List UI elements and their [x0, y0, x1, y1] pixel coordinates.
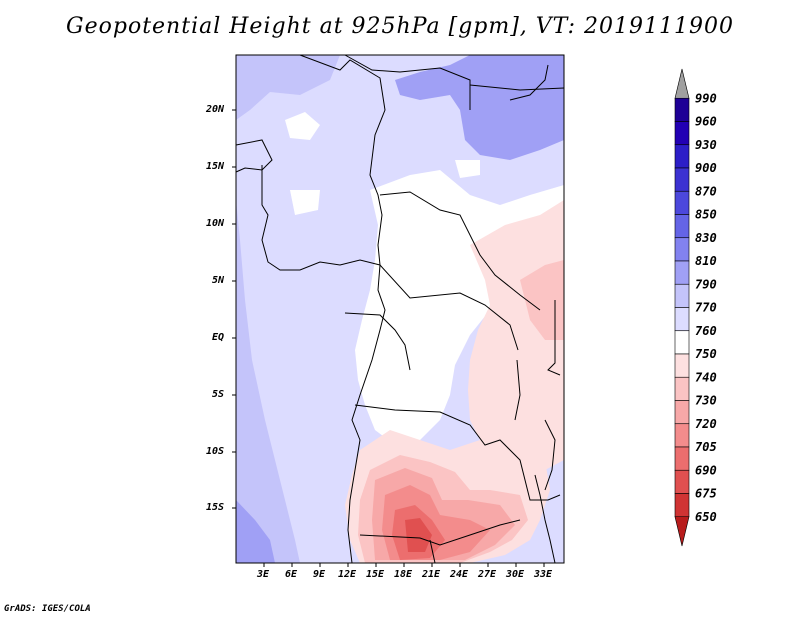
- lat-label-20n: 20N: [206, 104, 225, 115]
- colorbar-level-label: 650: [695, 510, 717, 524]
- colorbar-level-label: 730: [695, 394, 717, 408]
- lat-label-5s: 5S: [212, 389, 225, 400]
- lat-label-10s: 10S: [206, 446, 225, 457]
- colorbar-level-label: 990: [695, 91, 717, 105]
- lat-label-15n: 15N: [206, 161, 225, 172]
- country-borders: [235, 54, 565, 564]
- lon-label-21e: 21E: [422, 569, 441, 580]
- colorbar-level-label: 850: [695, 208, 717, 222]
- colorbar-swatch: [674, 446, 690, 471]
- colorbar-swatch: [674, 190, 690, 215]
- lat-ticks: [232, 109, 236, 509]
- colorbar-swatch: [674, 516, 690, 547]
- colorbar-level-label: 675: [695, 487, 717, 501]
- contour-770-patch-c: [290, 190, 320, 215]
- colorbar-swatch: [674, 237, 690, 262]
- lon-label-6e: 6E: [285, 569, 298, 580]
- colorbar-level-label: 720: [695, 417, 717, 431]
- colorbar-level-label: 790: [695, 277, 717, 291]
- colorbar-swatch: [674, 400, 690, 425]
- colorbar: 990 960 930 900 870 850 830 810 790 770 760 750 740 7…: [674, 68, 717, 547]
- contour-690: [405, 518, 432, 552]
- colorbar-swatch: [674, 167, 690, 192]
- lat-label-5n: 5N: [212, 275, 225, 286]
- colorbar-swatch: [674, 307, 690, 332]
- colorbar-level-label: 750: [695, 347, 717, 361]
- lat-label-eq: EQ: [212, 332, 225, 343]
- lon-label-33e: 33E: [534, 569, 553, 580]
- colorbar-level-label: 705: [695, 440, 717, 454]
- contour-810-northeast: [395, 55, 564, 160]
- contour-770-patch-a: [285, 112, 320, 140]
- contour-750-east: [468, 200, 564, 470]
- colorbar-swatch: [674, 260, 690, 285]
- colorbar-swatch: [674, 144, 690, 169]
- colorbar-swatch: [674, 68, 690, 99]
- colorbar-swatch: [674, 97, 690, 122]
- lat-label-15s: 15S: [206, 502, 225, 513]
- colorbar-swatch: [674, 493, 690, 518]
- lon-label-24e: 24E: [450, 569, 469, 580]
- colorbar-level-label: 690: [695, 463, 717, 477]
- colorbar-level-label: 770: [695, 301, 717, 315]
- grads-credit: GrADS: IGES/COLA: [4, 604, 91, 614]
- lon-label-9e: 9E: [313, 569, 326, 580]
- contour-770-patch-b: [455, 160, 480, 178]
- colorbar-swatch: [674, 469, 690, 494]
- lat-label-10n: 10N: [206, 218, 225, 229]
- colorbar-level-label: 740: [695, 370, 717, 384]
- lon-label-18e: 18E: [394, 569, 413, 580]
- colorbar-swatch: [674, 214, 690, 239]
- map-title: Geopotential Height at 925hPa [gpm], VT:…: [66, 14, 734, 39]
- colorbar-level-label: 960: [695, 115, 717, 129]
- lon-label-30e: 30E: [506, 569, 525, 580]
- lon-label-15e: 15E: [366, 569, 385, 580]
- colorbar-swatch: [674, 423, 690, 448]
- colorbar-swatch: [674, 376, 690, 401]
- contour-790-ocean: [236, 55, 300, 563]
- lon-label-27e: 27E: [478, 569, 497, 580]
- colorbar-level-label: 870: [695, 184, 717, 198]
- map-frame: [232, 54, 565, 567]
- contour-790-north: [236, 55, 340, 120]
- colorbar-level-label: 830: [695, 231, 717, 245]
- contour-790-southwest: [236, 500, 275, 563]
- colorbar-swatch: [674, 121, 690, 146]
- contour-740-east: [520, 260, 564, 340]
- colorbar-level-label: 810: [695, 254, 717, 268]
- lon-label-12e: 12E: [338, 569, 357, 580]
- colorbar-swatch: [674, 330, 690, 355]
- lon-label-3e: 3E: [257, 569, 270, 580]
- colorbar-swatch: [674, 283, 690, 308]
- colorbar-swatch: [674, 353, 690, 378]
- lon-ticks: [263, 563, 545, 567]
- colorbar-level-label: 900: [695, 161, 717, 175]
- colorbar-level-label: 930: [695, 138, 717, 152]
- colorbar-level-label: 760: [695, 324, 717, 338]
